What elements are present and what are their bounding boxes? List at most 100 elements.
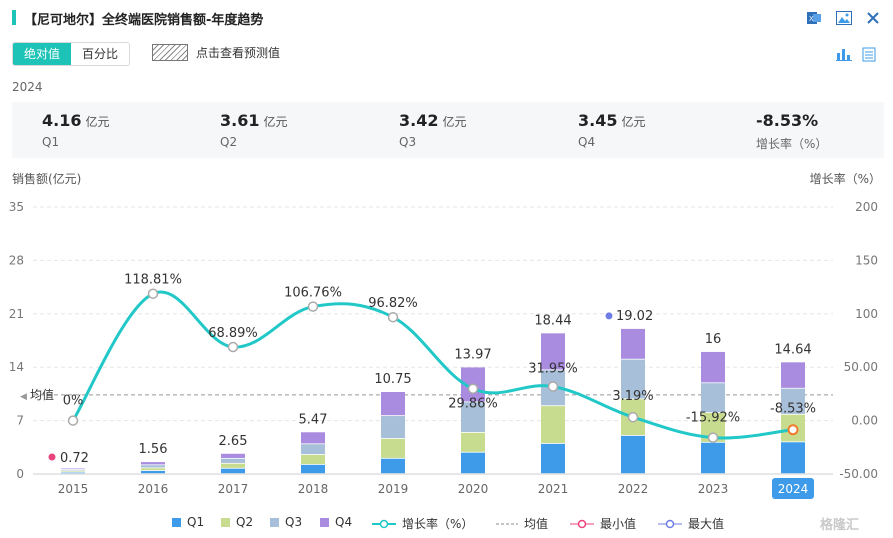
legend-item-min[interactable]: 最小值 — [570, 515, 636, 532]
legend-item-q2[interactable]: Q2 — [221, 515, 253, 529]
legend-label: Q3 — [285, 515, 303, 529]
y-tick-left: 0 — [16, 467, 24, 481]
growth-label: 96.82% — [368, 296, 418, 311]
close-icon[interactable] — [864, 9, 882, 27]
total-label: 14.64 — [774, 342, 811, 357]
summary-unit: 亿元 — [621, 115, 646, 129]
header: 【尼可地尔】全终端医院销售额-年度趋势 X — [0, 0, 893, 36]
y-tick-left: 28 — [9, 253, 24, 267]
bar-segment-q3 — [701, 383, 725, 413]
y-tick-left: 14 — [9, 360, 24, 374]
growth-label: 31.95% — [528, 361, 578, 376]
forecast-label: 点击查看预测值 — [196, 46, 281, 60]
growth-point — [467, 383, 479, 394]
bar-segment-q2 — [61, 471, 85, 472]
legend-label: 最小值 — [600, 517, 637, 531]
bar-segment-q3 — [461, 402, 485, 433]
x-tick-label: 2022 — [618, 482, 649, 496]
growth-label: -15.92% — [686, 411, 740, 426]
absolute-value-tab[interactable]: 绝对值 — [13, 43, 72, 65]
growth-point — [67, 415, 79, 426]
summary-value: -8.53% — [756, 111, 819, 130]
legend-item-q3[interactable]: Q3 — [270, 515, 302, 529]
legend-item-q1[interactable]: Q1 — [172, 515, 204, 529]
total-label: 5.47 — [299, 412, 328, 427]
y-tick-right: 100 — [855, 307, 878, 321]
legend-item-growth[interactable]: 增长率（%） — [372, 515, 473, 532]
legend-label: Q4 — [335, 515, 353, 529]
summary-panel: 4.16 亿元 Q1 3.61 亿元 Q2 3.42 亿元 Q3 3.45 亿元 Q4 … — [12, 102, 884, 158]
x-tick-label: 2015 — [58, 482, 89, 496]
total-label: 10.75 — [374, 372, 411, 387]
bar-segment-q1 — [61, 472, 85, 474]
legend-item-max[interactable]: 最大值 — [658, 515, 724, 532]
summary-value: 4.16 — [42, 111, 82, 130]
bar-segment-q4 — [141, 462, 165, 465]
total-label: 18.44 — [534, 313, 571, 328]
chart-legend: Q1 Q2 Q3 Q4 增长率（%） 均值 最小值 最大值 — [0, 512, 893, 534]
percentage-tab[interactable]: 百分比 — [71, 43, 130, 65]
image-export-icon[interactable] — [835, 9, 853, 27]
total-label: 19.02 — [616, 309, 653, 324]
growth-point — [307, 301, 319, 312]
legend-item-q4[interactable]: Q4 — [320, 515, 352, 529]
x-tick-label: 2016 — [138, 482, 169, 496]
bar-segment-q4 — [221, 453, 245, 458]
summary-label: Q3 — [399, 135, 417, 149]
summary-item-q1: 4.16 亿元 Q1 — [42, 111, 110, 149]
summary-label: Q1 — [42, 135, 60, 149]
y-tick-left: 21 — [9, 307, 24, 321]
y-tick-right: 200 — [855, 200, 878, 214]
growth-label: 106.76% — [284, 286, 342, 301]
summary-unit: 亿元 — [442, 115, 467, 129]
bar-segment-q1 — [461, 452, 485, 474]
bar-segment-q3 — [221, 458, 245, 463]
table-view-icon[interactable] — [860, 45, 878, 63]
summary-value: 3.45 — [578, 111, 618, 130]
svg-text:X: X — [809, 16, 814, 23]
summary-unit: 亿元 — [263, 115, 288, 129]
y-tick-right: -50.00 — [839, 467, 878, 481]
total-label: 0.72 — [60, 451, 89, 466]
bar-segment-q4 — [301, 432, 325, 444]
value-mode-toggle: 绝对值 百分比 — [12, 42, 131, 66]
legend-dash-marker — [496, 523, 518, 524]
bar-segment-q3 — [781, 388, 805, 414]
bar-segment-q1 — [621, 435, 645, 474]
bar-segment-q1 — [221, 468, 245, 474]
bar-segment-q1 — [541, 443, 565, 474]
legend-max-marker — [658, 519, 682, 528]
forecast-toggle[interactable]: 点击查看预测值 — [152, 44, 280, 61]
legend-item-mean[interactable]: 均值 — [496, 515, 548, 532]
excel-export-icon[interactable]: X — [805, 9, 823, 27]
y-tick-left: 35 — [9, 200, 24, 214]
growth-point — [387, 311, 399, 323]
bar-segment-q1 — [141, 470, 165, 474]
total-label: 13.97 — [454, 347, 491, 362]
y-axis-right-title: 增长率（%） — [810, 171, 881, 186]
summary-item-q4: 3.45 亿元 Q4 — [578, 111, 646, 149]
x-tick-highlight-bg — [772, 478, 814, 499]
growth-point — [707, 432, 719, 443]
legend-label: 增长率（%） — [402, 517, 474, 531]
growth-label: 3.19% — [612, 389, 653, 404]
total-label: 1.56 — [139, 442, 168, 457]
growth-point — [227, 341, 239, 353]
x-tick-label: 2018 — [298, 482, 329, 496]
y-tick-right: 0.00 — [851, 414, 878, 428]
growth-label: 118.81% — [124, 273, 182, 288]
growth-label: 0% — [63, 394, 84, 409]
summary-label: 增长率（%） — [756, 137, 828, 151]
legend-min-marker — [570, 519, 594, 528]
x-tick-label: 2023 — [698, 482, 729, 496]
legend-swatch — [320, 517, 329, 527]
bar-segment-q2 — [461, 432, 485, 452]
bar-segment-q3 — [141, 465, 165, 468]
x-tick-label: 2019 — [378, 482, 409, 496]
summary-value: 3.42 — [399, 111, 439, 130]
growth-label: 29.86% — [448, 397, 498, 412]
mean-arrow: ◀ — [20, 392, 27, 402]
bar-chart-view-icon[interactable] — [835, 45, 853, 63]
x-tick-label: 2021 — [538, 482, 569, 496]
summary-label: Q2 — [220, 135, 238, 149]
